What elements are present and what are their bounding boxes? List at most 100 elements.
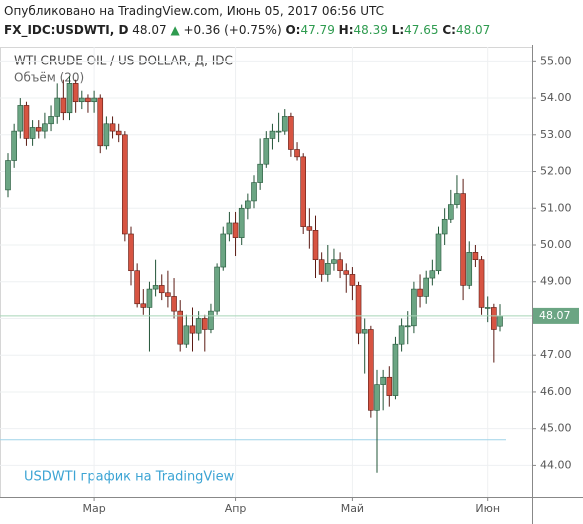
- y-tick-label: 55.00: [540, 54, 572, 67]
- candle-body: [29, 127, 36, 139]
- candle-body: [472, 252, 479, 260]
- plot-frame: [0, 47, 533, 498]
- l-val: 47.65: [404, 23, 439, 37]
- o-label: O:: [285, 23, 301, 37]
- x-tick-label: Май: [341, 502, 364, 515]
- candle-body: [5, 160, 11, 191]
- candle-body: [478, 259, 485, 308]
- y-tick-label: 46.00: [540, 385, 572, 398]
- candle-body: [183, 325, 190, 345]
- candle-body: [220, 233, 227, 268]
- candle-body: [318, 259, 325, 275]
- candle-body: [447, 204, 454, 220]
- candle-body: [79, 97, 85, 103]
- candle-body: [226, 222, 233, 235]
- candle-body: [306, 226, 313, 231]
- candle-body: [202, 318, 208, 330]
- candle-body: [374, 384, 380, 411]
- candle-body: [165, 292, 171, 297]
- watermark: USDWTI график на TradingView: [24, 470, 235, 485]
- candle-body: [60, 97, 67, 114]
- candle-body: [380, 376, 386, 385]
- candle-body: [355, 285, 362, 334]
- chart-title: WTI CRUDE OIL / US DOLLAR, Д, IDC: [14, 54, 233, 68]
- y-tick-label: 52.00: [540, 165, 572, 178]
- candle-body: [454, 193, 460, 205]
- candle-body: [294, 149, 300, 158]
- candle-body: [109, 123, 116, 132]
- x-tick-label: Апр: [225, 502, 247, 515]
- y-tick-label: 45.00: [540, 422, 572, 435]
- last-price-label: 48.07: [539, 309, 571, 322]
- candle-body: [281, 116, 288, 132]
- candle-body: [368, 329, 374, 411]
- candle-body: [251, 182, 257, 202]
- candle-body: [91, 97, 97, 103]
- h-val: 48.39: [353, 23, 388, 37]
- x-tick-label: Мар: [82, 502, 105, 515]
- candle-body: [140, 303, 147, 308]
- candle-body: [331, 259, 337, 264]
- candle-body: [460, 193, 466, 286]
- candle-body: [134, 270, 140, 305]
- candle-body: [361, 329, 368, 334]
- candle-body: [195, 318, 202, 334]
- published: Опубликовано на TradingView.com, Июнь 05…: [4, 4, 385, 18]
- change: +0.36 (+0.75%): [183, 23, 282, 37]
- subtitle: Объём (20): [14, 71, 84, 85]
- candle-body: [275, 130, 282, 133]
- candle-body: [324, 263, 331, 275]
- candle-body: [386, 376, 393, 396]
- candle-body: [48, 116, 54, 125]
- candle-body: [115, 130, 122, 136]
- symbol-row: FX_IDC:USDWTI, D 48.07 ▲ +0.36 (+0.75%) …: [4, 21, 490, 40]
- candle-body: [312, 230, 319, 260]
- candle-body: [398, 325, 405, 345]
- candle-body: [245, 200, 251, 209]
- candle-body: [411, 288, 417, 327]
- y-tick-label: 50.00: [540, 238, 572, 251]
- candle-body: [42, 123, 48, 132]
- y-tick-label: 44.00: [540, 458, 572, 471]
- candle-body: [263, 138, 270, 165]
- candle-body: [158, 285, 165, 294]
- candle-body: [429, 270, 436, 279]
- candle-body: [466, 252, 473, 286]
- candle-body: [23, 105, 30, 139]
- candle-body: [17, 105, 24, 132]
- h-label: H:: [338, 23, 354, 37]
- candle-body: [238, 207, 245, 238]
- candle-body: [269, 130, 276, 139]
- candle-body: [423, 277, 430, 297]
- y-tick-label: 49.00: [540, 275, 572, 288]
- candle-body: [11, 130, 17, 161]
- candle-body: [177, 310, 183, 345]
- candle-body: [337, 259, 343, 272]
- candle-body: [54, 97, 61, 117]
- chart: WTI CRUDE OIL / US DOLLAR, Д, IDC Объём …: [0, 45, 583, 524]
- candle-body: [35, 127, 42, 132]
- candle-body: [103, 123, 110, 147]
- y-tick-label: 53.00: [540, 128, 572, 141]
- candle-body: [484, 307, 491, 309]
- candle-body: [441, 218, 448, 235]
- candle-body: [435, 233, 442, 272]
- candle-body: [189, 325, 196, 334]
- y-tick-label: 51.00: [540, 201, 572, 214]
- c-label: C:: [442, 23, 456, 37]
- last: 48.07: [132, 23, 167, 37]
- arrow: ▲: [170, 23, 180, 37]
- symbol: FX_IDC:USDWTI, D: [4, 23, 129, 37]
- candle-body: [257, 163, 263, 183]
- candle-body: [392, 343, 399, 396]
- candle-body: [171, 296, 177, 312]
- last-price-box: [533, 307, 579, 324]
- candle-body: [152, 285, 159, 290]
- header: Опубликовано на TradingView.com, Июнь 05…: [4, 2, 490, 40]
- candle-body: [128, 233, 134, 272]
- c-val: 48.07: [455, 23, 491, 37]
- candle-body: [404, 325, 411, 328]
- candle-body: [214, 266, 220, 312]
- candle-body: [208, 310, 214, 330]
